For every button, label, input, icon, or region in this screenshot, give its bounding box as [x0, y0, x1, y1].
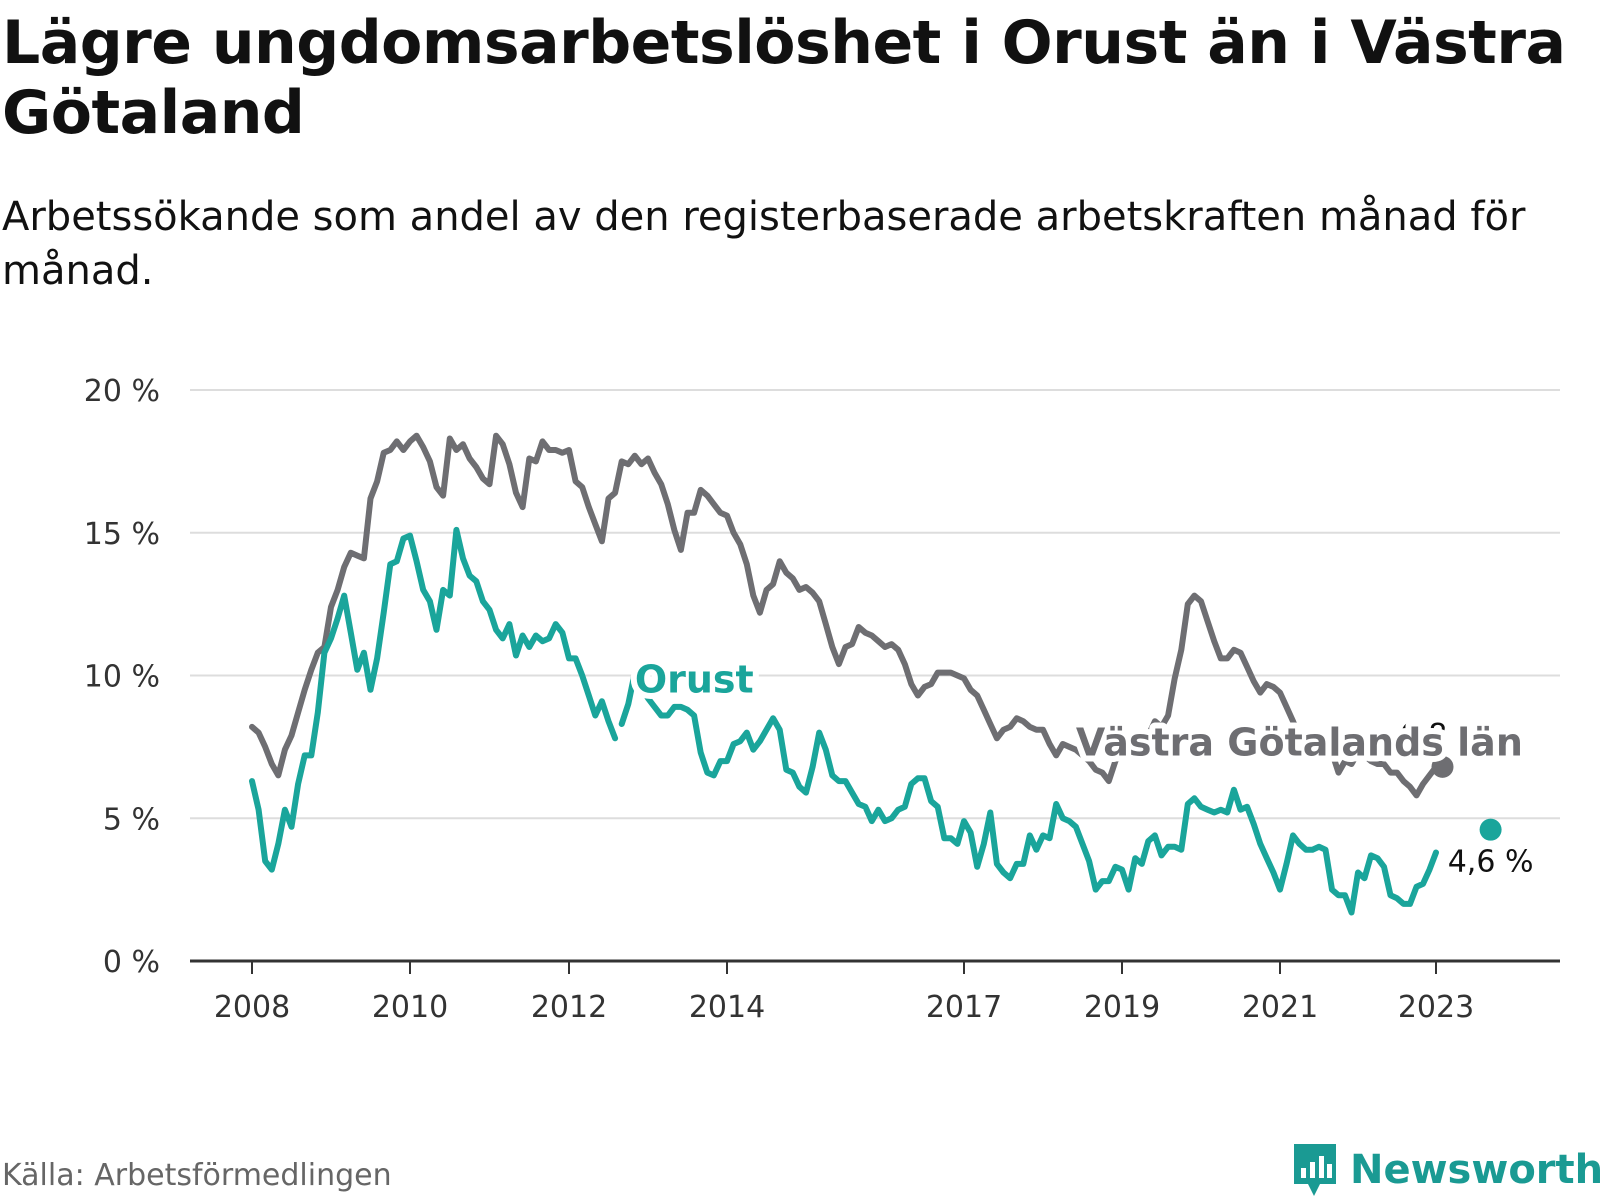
end-label-orust: 4,6 %	[1448, 845, 1534, 880]
series-label-halo: Orust	[635, 658, 754, 702]
source-note: Källa: Arbetsförmedlingen	[2, 1158, 392, 1193]
end-label-vg: 6,8 %	[1400, 718, 1486, 753]
end-marker-orust-trailing	[1479, 818, 1502, 841]
x-tick-label: 2012	[531, 990, 607, 1025]
y-tick-label: 5 %	[103, 802, 160, 837]
y-tick-label: 0 %	[103, 945, 160, 980]
x-tick-label: 2023	[1398, 990, 1474, 1025]
y-tick-label: 15 %	[84, 517, 160, 552]
brand-name: Newsworthy	[1350, 1147, 1600, 1193]
x-tick-label: 2008	[214, 990, 290, 1025]
series-label-halo: Västra Götalands län	[1076, 720, 1523, 764]
series-line-vg	[249, 432, 1446, 799]
series-line-orust	[249, 526, 619, 873]
series-label-vg: Västra Götalands län	[1076, 720, 1523, 764]
x-tick-label: 2014	[689, 990, 765, 1025]
end-marker-vg	[1431, 755, 1454, 778]
chart-subtitle: Arbetssökande som andel av den registerb…	[2, 194, 1526, 294]
series-lines	[249, 432, 1446, 916]
chart-title: Lägre ungdomsarbetslöshet i Orust än i V…	[2, 8, 1566, 148]
x-tick-label: 2017	[926, 990, 1002, 1025]
brand-logo: Newsworthy	[1290, 1140, 1600, 1200]
x-tick-label: 2021	[1242, 990, 1318, 1025]
x-tick-label: 2010	[372, 990, 448, 1025]
y-tick-label: 10 %	[84, 660, 160, 695]
newsworthy-logo-icon	[1294, 1144, 1336, 1196]
series-label-orust: Orust	[635, 658, 754, 702]
series-line-orust-continued	[618, 669, 1439, 916]
axes: 0 % 5 % 10 % 15 % 20 % 2008 2010 2012 2014 2017 20…	[84, 374, 1560, 1025]
y-tick-label: 20 %	[84, 374, 160, 409]
x-tick-label: 2019	[1084, 990, 1160, 1025]
line-chart: 0 % 5 % 10 % 15 % 20 % 2008 2010 2012 2014 2017 20…	[84, 374, 1560, 1025]
